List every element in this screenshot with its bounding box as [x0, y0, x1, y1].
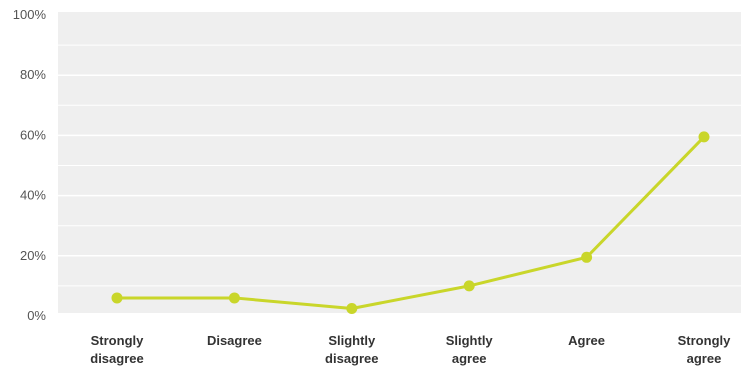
y-tick-label: 60% [20, 127, 46, 142]
x-tick-label: Slightly disagree [325, 333, 378, 366]
y-tick-label: 100% [13, 7, 47, 22]
plot-background [58, 12, 741, 313]
x-tick-label: Slightly agree [446, 333, 494, 366]
y-axis: 0% 20% 40% 60% 80% 100% [13, 7, 47, 323]
data-point [346, 302, 358, 314]
data-point [698, 131, 710, 143]
y-tick-label: 0% [27, 308, 46, 323]
x-tick-label: Disagree [207, 333, 262, 348]
x-tick-label: Strongly agree [678, 333, 731, 366]
data-point [581, 251, 593, 263]
y-tick-label: 40% [20, 188, 46, 203]
y-tick-label: 20% [20, 248, 46, 263]
x-axis: Strongly disagree Disagree Slightly disagree… [90, 333, 731, 366]
x-tick-label: Agree [568, 333, 605, 348]
y-tick-label: 80% [20, 67, 46, 82]
data-point [463, 280, 475, 292]
x-tick-label: Strongly disagree [90, 333, 144, 366]
series-line [117, 135, 706, 310]
data-point [111, 292, 123, 304]
gridlines [58, 44, 741, 287]
series-group [111, 131, 710, 314]
data-point [228, 292, 240, 304]
